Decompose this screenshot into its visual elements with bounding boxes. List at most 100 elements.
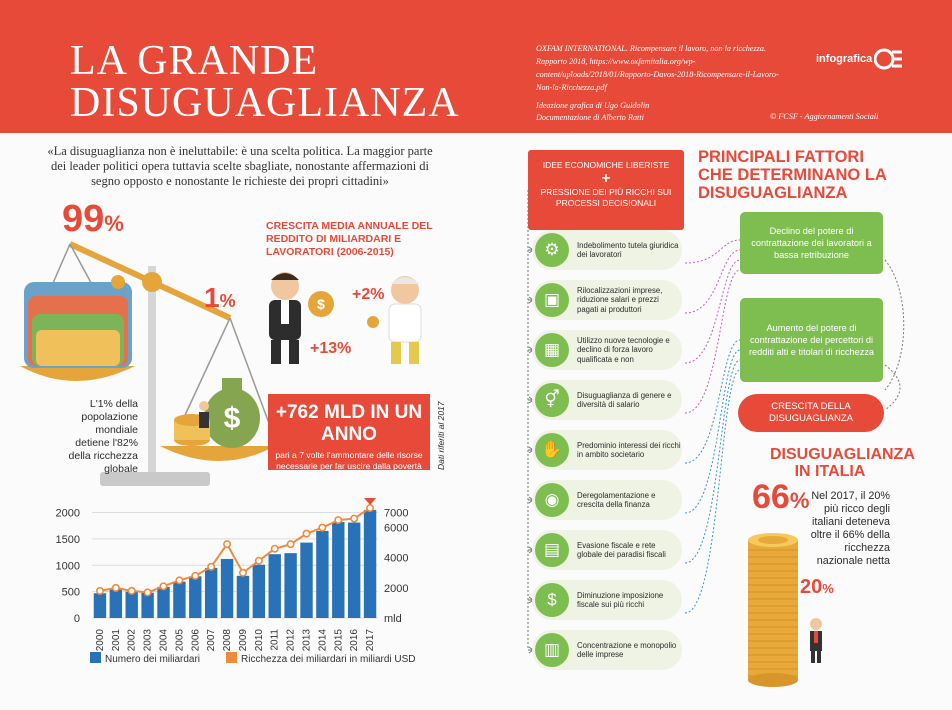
data-note: Dati riferiti al 2017 <box>436 401 446 470</box>
person-icon <box>810 618 822 663</box>
coin-icon <box>308 291 334 317</box>
chart-line-point <box>207 562 216 571</box>
causes-box: IDEE ECONOMICHE LIBERISTE + PRESSIONE DE… <box>528 150 684 230</box>
chart-bar <box>268 554 281 618</box>
page-title: LA GRANDE DISUGUAGLIANZA <box>70 40 460 124</box>
legend-line-swatch <box>226 652 238 663</box>
y-right-tick-label: 4000 <box>384 553 408 565</box>
plus-sign: + <box>601 170 611 187</box>
factor-item: ✋ Predominio interessi dei ricchi in ambi… <box>532 430 682 470</box>
money-bag-icon: $ <box>204 378 260 448</box>
y-left-tick-label: 0 <box>74 613 80 625</box>
cause-rich-pressure: PRESSIONE DEI PIÙ RICCHI SUI PROCESSI DE… <box>540 187 672 208</box>
source-citation: OXFAM INTERNATIONAL. Ricompensare il lav… <box>536 44 779 92</box>
chart-bar <box>125 591 138 618</box>
factor-label: Utilizzo nuove tecnologie e declino di f… <box>577 335 670 364</box>
factor-item: ▣ Rilocalizzazioni imprese, riduzione sal… <box>532 280 682 320</box>
x-tick-label: 2012 <box>286 629 297 652</box>
billions-explanation: pari a 7 volte l'ammontare delle risorse… <box>275 450 423 482</box>
factor-icon: ▣ <box>535 283 569 317</box>
chart-bar <box>252 564 266 618</box>
factor-label: Predominio interessi dei ricchi in ambit… <box>577 440 681 460</box>
balance-scale-illustration: $ <box>20 241 275 486</box>
stat-66-percent: 66% <box>752 478 810 516</box>
y-left-tick-label: 1000 <box>56 560 80 572</box>
chart-bar <box>109 589 123 618</box>
chart-line <box>99 507 371 594</box>
x-tick-label: 2011 <box>270 629 281 651</box>
chart-line-point <box>191 571 200 580</box>
businessman-icon <box>199 401 209 428</box>
x-tick-label: 2016 <box>349 629 360 652</box>
chart-bar <box>300 542 313 618</box>
chart-line-point <box>127 586 136 595</box>
y-left-tick-label: 1500 <box>56 534 80 546</box>
factor-label: Indebolimento tutela giuridica dei lavor… <box>577 240 679 260</box>
x-tick-label: 2015 <box>333 629 344 652</box>
factor-label: Diminuzione imposizione fiscale sui più … <box>577 590 664 610</box>
x-tick-label: 2005 <box>174 629 185 652</box>
x-tick-label: 2004 <box>159 629 170 652</box>
factor-item: ⚥ Disuguaglianza di genere e diversità di… <box>532 380 682 420</box>
factor-label: Disuguaglianza di genere e diversità di … <box>577 390 672 410</box>
chart-bar <box>284 553 297 618</box>
chart-legend: Numero dei miliardari Ricchezza dei mili… <box>90 652 416 665</box>
crowd-icon <box>24 282 132 368</box>
x-tick-label: 2014 <box>317 629 328 652</box>
y-right-tick-label: 2000 <box>384 583 408 595</box>
chart-line-point <box>270 544 279 553</box>
factor-item: ▥ Concentrazione e monopolio delle impres… <box>532 630 682 670</box>
coin-stack-icon <box>748 533 798 687</box>
chart-line-point <box>286 540 295 549</box>
legend-bar-item: Numero dei miliardari <box>90 652 200 665</box>
chart-line-point <box>302 529 311 538</box>
chart-bar <box>363 509 377 618</box>
quote-text: «La disuguaglianza non è ineluttabile: è… <box>47 144 433 188</box>
billions-big-text: +762 MLD IN UN ANNO <box>275 402 423 445</box>
chart-line-point <box>318 523 327 532</box>
x-tick-label: 2009 <box>238 629 249 652</box>
y-left-tick-label: 2000 <box>56 508 80 520</box>
documentation-credit: Documentazione di Alberto Ratti <box>536 113 644 122</box>
factor-item: $ Diminuzione imposizione fiscale sui più… <box>532 580 682 620</box>
copyright: © FCSF - Aggiornamenti Sociali <box>770 112 879 121</box>
billionaire-vs-worker-illustration: $ <box>269 272 422 364</box>
factor-label: Concentrazione e monopolio delle imprese <box>577 640 677 660</box>
coin-icon <box>111 275 125 289</box>
x-tick-label: 2003 <box>143 629 154 652</box>
svg-text:$: $ <box>317 296 325 312</box>
one-percent-text: L'1% della popolazione mondiale detiene … <box>68 398 138 475</box>
italy-text: Nel 2017, il 20% più ricco degli italian… <box>810 490 890 567</box>
y-left-tick-label: 500 <box>62 587 80 599</box>
chart-bar <box>236 575 250 618</box>
chart-line-point <box>254 556 263 565</box>
chart-bar <box>93 593 107 618</box>
factor-label: Evasione fiscale e rete globale dei para… <box>577 540 666 560</box>
factor-icon: ⚥ <box>535 383 569 417</box>
italy-illustration <box>748 533 822 687</box>
x-tick-label: 2001 <box>111 629 122 652</box>
workers-power-decline-box: Declino del potere di contrattazione dei… <box>740 212 883 274</box>
growth-title: CRESCITA MEDIA ANNUALE DEL REDDITO DI MI… <box>266 220 433 258</box>
fcsf-logo-icon <box>874 48 902 70</box>
factor-label: Deregolamentazione e crescita della fina… <box>577 490 656 510</box>
legend-bar-swatch <box>90 652 101 663</box>
worker-icon <box>388 276 422 364</box>
chart-bar <box>157 586 170 618</box>
chart-line-point <box>334 516 343 525</box>
chart-line-point <box>159 582 168 591</box>
factor-icon: ✋ <box>535 433 569 467</box>
chart-bar <box>189 576 202 618</box>
factor-item: ▦ Utilizzo nuove tecnologie e declino di … <box>532 330 682 370</box>
title-line-2: DISUGUAGLIANZA <box>70 80 460 126</box>
y-right-tick-label: 7000 <box>384 508 408 520</box>
header-banner: LA GRANDE DISUGUAGLIANZA OXFAM INTERNATI… <box>0 0 952 133</box>
factor-item: ▤ Evasione fiscale e rete globale dei par… <box>532 530 682 570</box>
credits: Ideazione grafica di Ugo Guidolin Docume… <box>536 100 736 124</box>
chart-bar <box>332 522 345 618</box>
design-credit: Ideazione grafica di Ugo Guidolin <box>536 101 650 110</box>
chart-bar <box>141 592 154 618</box>
callout-pointer <box>364 498 377 506</box>
factor-icon: ◉ <box>535 483 569 517</box>
